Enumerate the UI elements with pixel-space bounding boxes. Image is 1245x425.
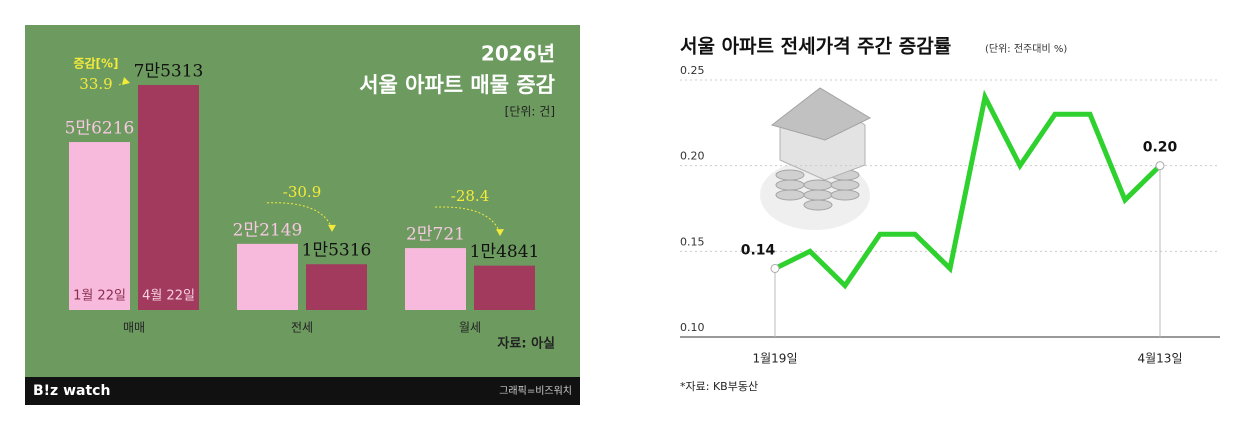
y-tick-label: 0.15 xyxy=(680,235,705,248)
y-tick-label: 0.25 xyxy=(680,64,705,77)
value-label: 5만6216 xyxy=(65,119,135,139)
bar xyxy=(237,243,298,310)
arrow-head xyxy=(328,224,336,232)
value-label: 0.14 xyxy=(741,242,776,258)
value-label: 7만5313 xyxy=(134,62,204,82)
value-label: 1만4841 xyxy=(470,242,540,262)
bar xyxy=(138,85,199,310)
source: 자료: 아실 xyxy=(497,336,555,352)
line xyxy=(773,89,1162,290)
credit: 그래픽=비즈워치 xyxy=(499,384,572,397)
legend-label: 1월 22일 xyxy=(73,289,126,304)
arrow-head xyxy=(122,77,130,85)
change-arrow xyxy=(434,206,501,234)
value-label: 2만2149 xyxy=(233,220,303,240)
change-arrow xyxy=(266,202,333,229)
title-year: 2026년 xyxy=(481,42,555,66)
value-label: 2만721 xyxy=(406,225,465,245)
bar xyxy=(405,248,466,310)
y-tick-label: 0.20 xyxy=(680,150,705,163)
change-label: 증감[%] xyxy=(73,56,118,71)
legend-label: 4월 22일 xyxy=(142,289,195,304)
house-illustration xyxy=(760,87,872,230)
change-value: 33.9 xyxy=(79,75,112,93)
value-label: 1만5316 xyxy=(302,241,372,261)
source: *자료: KB부동산 xyxy=(680,380,758,393)
point-marker xyxy=(1155,161,1165,171)
bar xyxy=(306,264,367,310)
y-tick-label: 0.10 xyxy=(680,321,705,334)
unit: [단위: 건] xyxy=(505,105,555,119)
change-value: -28.4 xyxy=(451,187,489,205)
point-marker xyxy=(770,263,780,273)
x-tick-label: 전세 xyxy=(291,321,313,335)
brand: B!z watch xyxy=(33,383,110,399)
x-tick-label: 매매 xyxy=(123,321,145,335)
footer-bar xyxy=(25,377,580,405)
x-tick-label: 1월19일 xyxy=(753,352,798,366)
chart-title: 서울 아파트 전세가격 주간 증감률 xyxy=(680,36,951,58)
unit: (단위: 전주대비 %) xyxy=(985,42,1067,55)
x-tick-label: 4월13일 xyxy=(1138,352,1183,366)
value-label: 0.20 xyxy=(1143,140,1178,156)
bar xyxy=(474,265,535,310)
arrow-head xyxy=(496,229,504,237)
x-tick-label: 월세 xyxy=(459,321,481,335)
bar xyxy=(69,142,130,310)
change-value: -30.9 xyxy=(283,183,321,201)
chart-title: 서울 아파트 매물 증감 xyxy=(359,73,555,97)
